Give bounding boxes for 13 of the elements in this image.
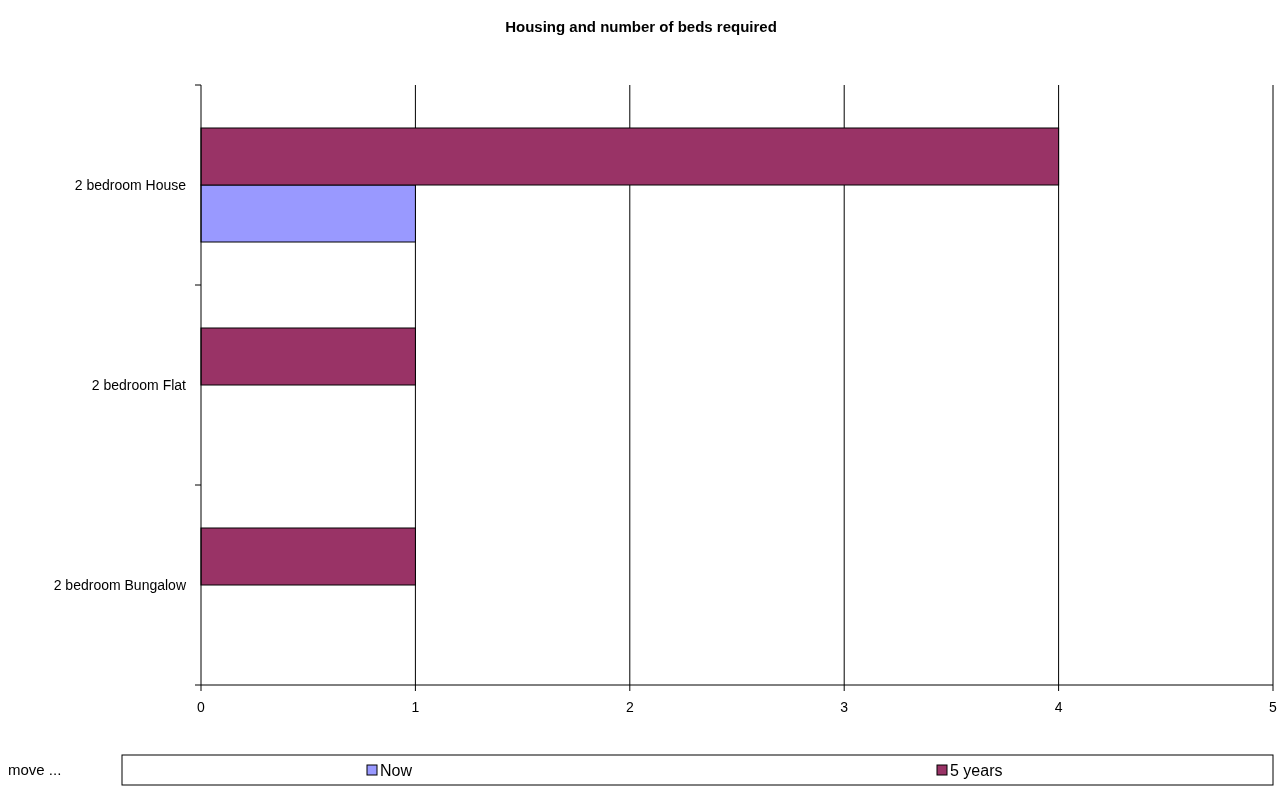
x-tick-label: 4 — [1054, 699, 1063, 715]
x-tick-label: 2 — [625, 699, 634, 715]
x-tick-label: 3 — [840, 699, 849, 715]
y-tick-label: 2 bedroom House — [74, 177, 187, 193]
legend-label: 5 years — [950, 762, 1003, 779]
y-tick-label: 2 bedroom Flat — [91, 377, 187, 393]
x-tick-label: 5 — [1269, 699, 1278, 715]
x-tick-label: 0 — [197, 699, 206, 715]
y-tick-label: 2 bedroom Bungalow — [53, 577, 187, 593]
chart-title: Housing and number of beds required — [505, 18, 777, 35]
text: move ... — [8, 761, 62, 778]
legend-label: Now — [380, 762, 413, 779]
x-tick-label: 1 — [411, 699, 420, 715]
